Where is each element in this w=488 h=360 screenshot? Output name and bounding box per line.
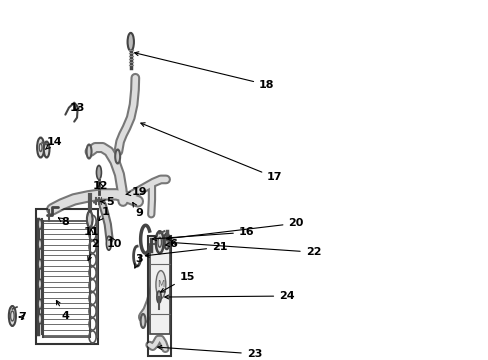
Circle shape — [44, 141, 49, 157]
Text: 6: 6 — [165, 239, 177, 249]
Circle shape — [141, 314, 145, 328]
Circle shape — [96, 166, 101, 179]
Circle shape — [38, 314, 41, 324]
Circle shape — [156, 271, 165, 298]
Text: 24: 24 — [164, 291, 294, 301]
Circle shape — [106, 236, 111, 250]
Text: 22: 22 — [171, 241, 321, 257]
Text: 12: 12 — [93, 181, 108, 192]
Circle shape — [9, 306, 16, 326]
Bar — [148, 236, 171, 356]
Text: 20: 20 — [166, 218, 303, 240]
Text: 21: 21 — [145, 242, 227, 257]
Text: M: M — [157, 280, 164, 289]
Text: 23: 23 — [158, 346, 262, 359]
Text: 14: 14 — [45, 136, 62, 149]
Bar — [36, 209, 98, 344]
Circle shape — [37, 138, 44, 157]
Text: 13: 13 — [69, 103, 84, 113]
Circle shape — [38, 299, 41, 309]
Text: 18: 18 — [134, 52, 274, 90]
Circle shape — [86, 144, 91, 158]
Text: 7: 7 — [19, 312, 26, 322]
Text: 8: 8 — [58, 217, 69, 227]
Circle shape — [38, 239, 41, 249]
Text: 10: 10 — [107, 237, 122, 249]
Text: 3: 3 — [134, 254, 142, 268]
Text: 5: 5 — [100, 197, 113, 207]
Circle shape — [38, 219, 41, 229]
Circle shape — [115, 149, 120, 163]
Text: 9: 9 — [133, 203, 143, 218]
Circle shape — [38, 279, 41, 289]
Circle shape — [87, 211, 92, 227]
Text: 15: 15 — [161, 272, 195, 292]
Text: 19: 19 — [126, 188, 147, 197]
Circle shape — [157, 291, 161, 303]
Text: 2: 2 — [87, 239, 99, 260]
Text: 4: 4 — [56, 301, 69, 321]
Bar — [150, 244, 169, 334]
Text: 16: 16 — [152, 227, 254, 240]
Text: 17: 17 — [141, 123, 282, 183]
Circle shape — [127, 33, 134, 51]
Circle shape — [38, 259, 41, 269]
Circle shape — [163, 233, 169, 249]
Circle shape — [156, 231, 163, 253]
Text: 11: 11 — [83, 227, 99, 237]
Text: 1: 1 — [99, 207, 110, 220]
